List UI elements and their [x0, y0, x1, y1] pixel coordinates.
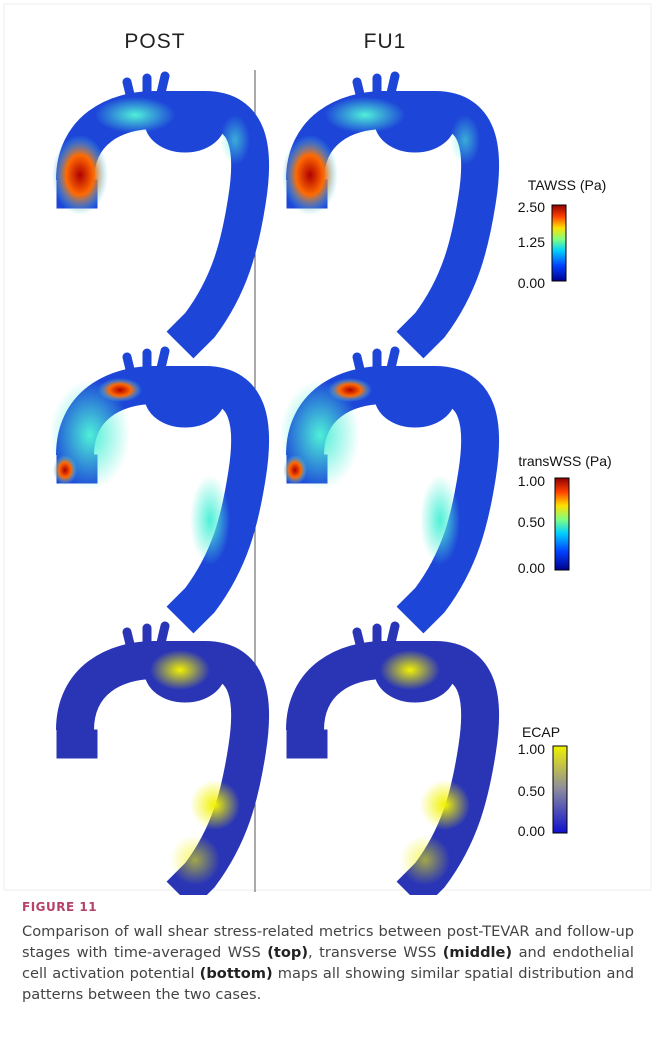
colorbar	[552, 745, 568, 834]
colorbar-tick: 0.50	[518, 783, 545, 799]
aorta-map	[57, 626, 250, 895]
aorta-map	[50, 351, 250, 620]
colorbar-title: transWSS (Pa)	[518, 453, 611, 469]
figure-label: FIGURE 11	[22, 900, 98, 914]
caption: Comparison of wall shear stress-related …	[22, 921, 634, 1005]
colorbar-tick: 1.25	[518, 234, 545, 250]
figure-image: POST FU1 TAWSS (Pa) 2.50 1.25 0.00 trans…	[3, 3, 652, 895]
colorbar-title: TAWSS (Pa)	[528, 177, 607, 193]
colorbar-tick: 0.50	[518, 514, 545, 530]
aorta-map	[280, 351, 480, 620]
caption-emphasis: (middle)	[442, 944, 513, 961]
caption-text: maps all showing similar spatial distrib…	[22, 965, 634, 1003]
colorbar	[551, 204, 567, 282]
column-header: POST	[124, 30, 185, 53]
colorbar	[554, 477, 570, 571]
colorbar-tick: 1.00	[518, 473, 545, 489]
caption-emphasis: (top)	[267, 944, 308, 961]
colorbar-tick: 2.50	[518, 199, 545, 215]
aorta-map	[52, 76, 250, 345]
colorbar-title: ECAP	[522, 724, 560, 740]
caption-text: and endothelial cell activation potentia…	[22, 944, 634, 982]
figure-border	[3, 3, 652, 891]
aorta-map	[282, 76, 480, 345]
caption-text: Comparison of wall shear stress-related …	[22, 923, 634, 961]
colorbar-tick: 0.00	[518, 275, 545, 291]
colorbar-tick: 0.00	[518, 560, 545, 576]
colorbar-tick: 0.00	[518, 823, 545, 839]
aorta-map	[287, 626, 480, 895]
column-header: FU1	[364, 30, 407, 53]
colorbar-tick: 1.00	[518, 741, 545, 757]
caption-text: , transverse WSS	[308, 944, 443, 961]
caption-emphasis: (bottom)	[199, 965, 273, 982]
